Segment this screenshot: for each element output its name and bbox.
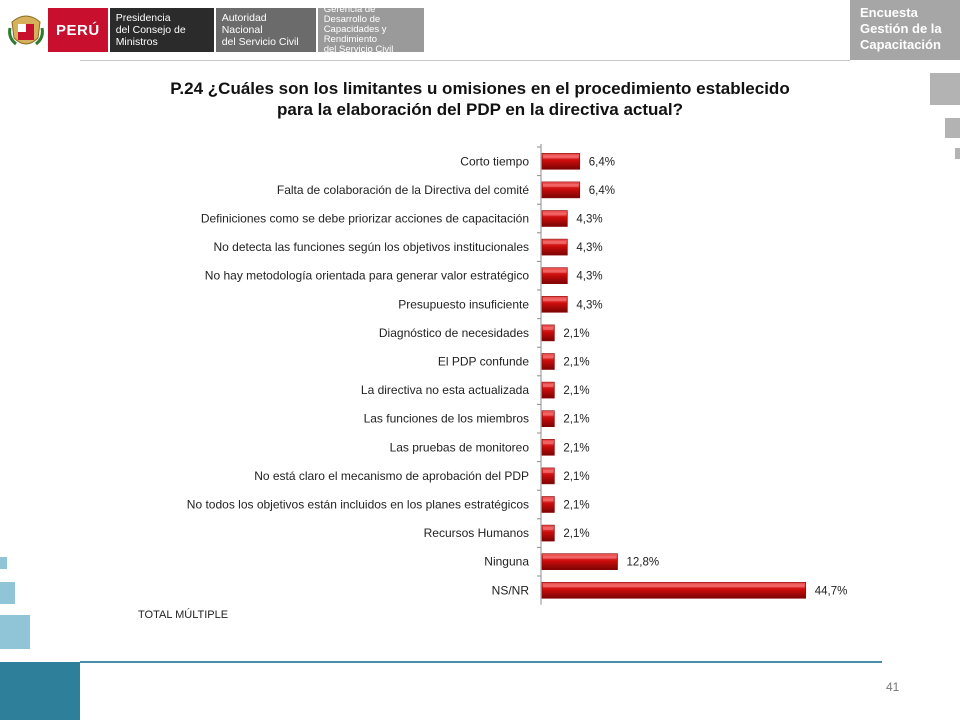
- inst1-line2: del Consejo de Ministros: [115, 24, 186, 48]
- category-label: No hay metodología orientada para genera…: [205, 269, 530, 283]
- category-label: Falta de colaboración de la Directiva de…: [277, 183, 529, 197]
- bar-highlight: [543, 212, 567, 216]
- value-label: 4,3%: [576, 242, 602, 254]
- bar-highlight: [543, 326, 554, 330]
- category-label: Ninguna: [484, 555, 529, 569]
- category-label: Las funciones de los miembros: [364, 412, 529, 426]
- inst3-line3: del Servicio Civil: [323, 44, 394, 55]
- bar-highlight: [543, 584, 805, 588]
- header-divider: [80, 60, 850, 61]
- inst3-line2: Capacidades y Rendimiento: [323, 24, 387, 45]
- presidencia-logo: Presidencia del Consejo de Ministros: [109, 8, 214, 52]
- footer-accent-bar: [0, 662, 80, 720]
- bar-highlight: [543, 498, 554, 502]
- value-label: 12,8%: [627, 557, 660, 569]
- inst1-line1: Presidencia: [115, 12, 171, 24]
- deco-blue-2: [0, 582, 15, 604]
- bar-highlight: [543, 298, 567, 302]
- value-label: 2,1%: [563, 328, 589, 340]
- bar-highlight: [543, 241, 567, 245]
- category-label: Corto tiempo: [460, 154, 529, 168]
- deco-square-2: [945, 118, 960, 138]
- deco-square-3: [955, 148, 960, 159]
- inst2-line1: Autoridad Nacional: [221, 12, 267, 36]
- bar-highlight: [543, 155, 579, 159]
- deco-blue-1: [0, 557, 7, 569]
- coat-of-arms-icon: [8, 8, 44, 52]
- value-label: 2,1%: [563, 500, 589, 512]
- footer-line: [80, 661, 882, 663]
- category-label: Recursos Humanos: [424, 526, 529, 540]
- survey-badge: Encuesta Gestión de la Capacitación: [850, 0, 960, 60]
- category-label: El PDP confunde: [438, 355, 529, 369]
- bar-highlight: [543, 355, 554, 359]
- inst2-line2: del Servicio Civil: [221, 36, 299, 48]
- value-label: 2,1%: [563, 357, 589, 369]
- title-line-1: P.24 ¿Cuáles son los limitantes u omisio…: [170, 79, 790, 98]
- value-label: 4,3%: [576, 299, 602, 311]
- bar-highlight: [543, 384, 554, 388]
- category-label: No detecta las funciones según los objet…: [213, 240, 529, 254]
- badge-line3: Capacitación: [860, 37, 941, 52]
- category-label: No todos los objetivos están incluidos e…: [187, 498, 529, 512]
- deco-blue-3: [0, 615, 30, 649]
- value-label: 2,1%: [563, 442, 589, 454]
- peru-logo: PERÚ: [48, 8, 108, 52]
- category-label: No está claro el mecanismo de aprobación…: [254, 469, 529, 483]
- bar-highlight: [543, 183, 579, 187]
- value-label: 44,7%: [815, 585, 848, 597]
- bar-highlight: [543, 555, 617, 559]
- bar-highlight: [543, 527, 554, 531]
- category-label: Definiciones como se debe priorizar acci…: [201, 212, 529, 226]
- bar-highlight: [543, 469, 554, 473]
- value-label: 2,1%: [563, 528, 589, 540]
- bar-highlight: [543, 269, 567, 273]
- category-label: La directiva no esta actualizada: [361, 383, 529, 397]
- header-logos: PERÚ Presidencia del Consejo de Ministro…: [8, 4, 424, 55]
- category-label: NS/NR: [492, 583, 530, 597]
- value-label: 2,1%: [563, 385, 589, 397]
- deco-square-1: [930, 73, 960, 105]
- servir-logo: Autoridad Nacional del Servicio Civil: [215, 8, 316, 52]
- bar-highlight: [543, 441, 554, 445]
- page-number: 41: [886, 680, 900, 694]
- chart-title: P.24 ¿Cuáles son los limitantes u omisio…: [80, 78, 880, 120]
- bar-highlight: [543, 412, 554, 416]
- value-label: 4,3%: [576, 271, 602, 283]
- category-label: Las pruebas de monitoreo: [390, 440, 530, 454]
- value-label: 2,1%: [563, 414, 589, 426]
- value-label: 4,3%: [576, 214, 602, 226]
- value-label: 6,4%: [589, 156, 615, 168]
- value-label: 2,1%: [563, 471, 589, 483]
- category-label: Presupuesto insuficiente: [398, 297, 529, 311]
- badge-line1: Encuesta: [860, 5, 918, 20]
- total-note: TOTAL MÚLTIPLE: [138, 609, 229, 621]
- badge-line2: Gestión de la: [860, 21, 942, 36]
- title-line-2: para la elaboración del PDP en la direct…: [277, 100, 683, 119]
- value-label: 6,4%: [589, 185, 615, 197]
- inst3-line1: Gerencia de Desarrollo de: [323, 4, 381, 25]
- bar-chart: Corto tiempo 6,4% Falta de colaboración de…: [187, 144, 848, 605]
- gerencia-logo: Gerencia de Desarrollo de Capacidades y …: [317, 4, 424, 55]
- category-label: Diagnóstico de necesidades: [379, 326, 529, 340]
